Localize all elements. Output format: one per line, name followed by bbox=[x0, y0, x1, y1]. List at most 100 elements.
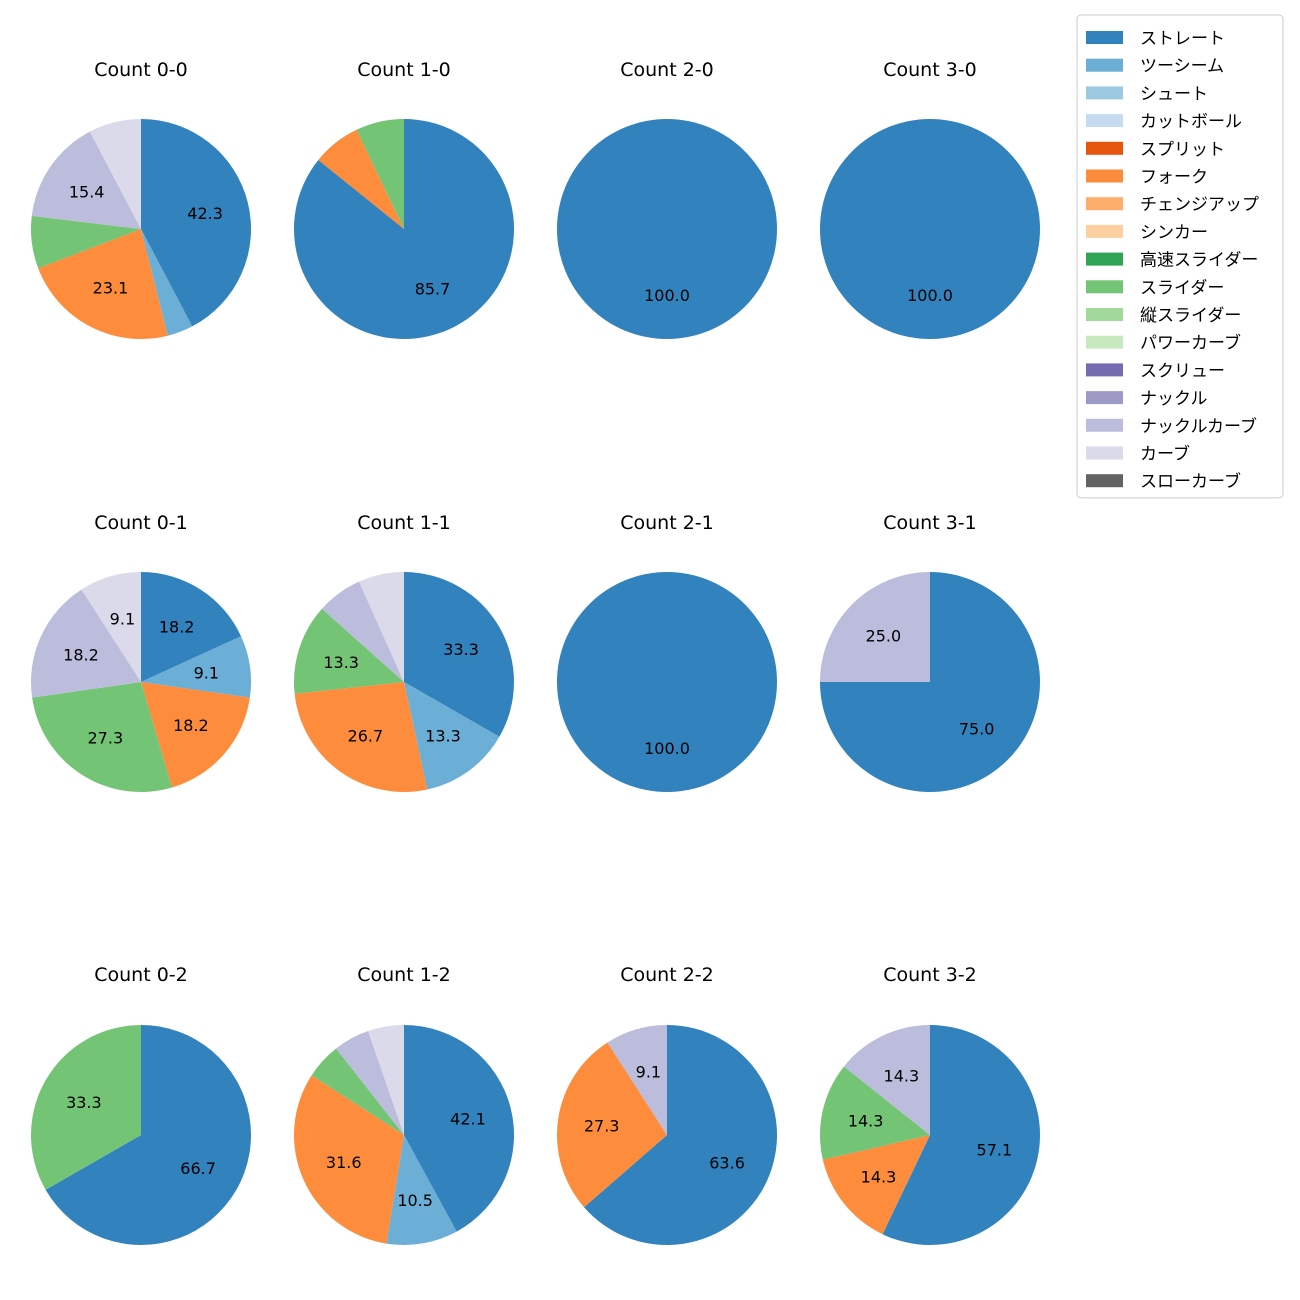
pie-title: Count 0-2 bbox=[94, 964, 188, 986]
legend-swatch bbox=[1086, 197, 1123, 211]
pie-slice-label: 57.1 bbox=[977, 1141, 1013, 1160]
pie-panel: Count 1-2 42.1 10.5 31.6 bbox=[294, 964, 515, 1245]
pie-slice bbox=[141, 636, 251, 698]
legend-frame bbox=[1076, 14, 1284, 499]
pie-slice bbox=[141, 229, 193, 336]
pie-slice bbox=[294, 682, 428, 792]
pie-slice-label: 25.0 bbox=[866, 626, 902, 645]
pie-slice bbox=[141, 119, 252, 327]
pie-panel: Count 0-0 42.3 23.1 15.4 bbox=[30, 59, 252, 339]
pie-slice-label: 13.3 bbox=[425, 726, 461, 745]
pie-slice-label: 18.2 bbox=[63, 646, 99, 665]
pie-slice-label: 33.3 bbox=[66, 1093, 102, 1112]
legend-swatch bbox=[1086, 446, 1123, 460]
pie-slice bbox=[141, 682, 250, 788]
legend-swatch bbox=[1086, 224, 1123, 238]
pie-panel: Count 1-1 33.3 13.3 26.7 13.3 bbox=[294, 512, 515, 792]
pie-slice bbox=[557, 1042, 667, 1208]
pie-slice bbox=[368, 1025, 404, 1135]
pie-title: Count 3-0 bbox=[883, 59, 977, 81]
pie-slice-label: 42.1 bbox=[450, 1110, 486, 1129]
legend-swatch bbox=[1086, 169, 1123, 183]
legend-swatch bbox=[1086, 308, 1123, 321]
pie-slice bbox=[321, 581, 404, 682]
pie-title: Count 2-0 bbox=[620, 59, 714, 81]
pie-slice-label: 10.5 bbox=[397, 1191, 433, 1210]
pie-slice bbox=[820, 572, 930, 682]
legend-label: フォーク bbox=[1140, 168, 1208, 188]
pie-slice bbox=[404, 572, 515, 737]
pie-title: Count 0-0 bbox=[94, 59, 188, 81]
pie-slice-label: 27.3 bbox=[88, 729, 124, 748]
legend-label: パワーカーブ bbox=[1140, 333, 1241, 354]
pie-slice bbox=[584, 1025, 778, 1245]
pie-title: Count 2-1 bbox=[620, 512, 714, 534]
pie-panel: Count 1-0 85.7 bbox=[294, 59, 515, 339]
pie-slice-label: 18.2 bbox=[159, 617, 195, 636]
pie-slice bbox=[557, 572, 777, 792]
pie-slice bbox=[820, 119, 1040, 339]
legend-label: スプリット bbox=[1140, 140, 1225, 160]
pie-slice bbox=[404, 1025, 515, 1232]
pie-panel: Count 0-2 66.7 33.3 bbox=[30, 964, 251, 1245]
pie-slice bbox=[32, 682, 172, 792]
pie-slice-label: 33.3 bbox=[443, 640, 479, 659]
pie-slice-label: 100.0 bbox=[644, 739, 690, 758]
pie-slice bbox=[30, 1025, 142, 1190]
pie-slice bbox=[359, 572, 404, 682]
pie-slice-label: 42.3 bbox=[187, 204, 223, 223]
legend-label: シンカー bbox=[1140, 223, 1208, 243]
legend-label: ナックルカーブ bbox=[1140, 416, 1257, 437]
legend-label: ストレート bbox=[1140, 29, 1225, 49]
pie-slice-label: 14.3 bbox=[861, 1167, 897, 1186]
legend-label: シュート bbox=[1140, 84, 1208, 104]
pie-slice-label: 9.1 bbox=[194, 664, 219, 683]
pie-slice-label: 85.7 bbox=[415, 280, 451, 299]
pie-slice-label: 66.7 bbox=[180, 1159, 216, 1178]
legend-label: 縦スライダー bbox=[1140, 306, 1241, 326]
pie-slice bbox=[81, 572, 141, 682]
legend-swatch bbox=[1086, 335, 1123, 349]
legend-label: ナックル bbox=[1140, 389, 1208, 409]
pie-slice-label: 27.3 bbox=[584, 1117, 620, 1136]
pie-slice bbox=[336, 1031, 404, 1135]
pie-slice bbox=[30, 215, 141, 269]
pie-slice bbox=[294, 119, 515, 339]
pie-slice bbox=[294, 1075, 404, 1244]
pie-slice bbox=[386, 1135, 457, 1245]
pie-panel: Count 2-1 100.0 bbox=[557, 512, 777, 792]
pie-slice bbox=[819, 1066, 930, 1160]
pie-title: Count 1-0 bbox=[357, 59, 451, 81]
pie-title: Count 3-2 bbox=[883, 964, 977, 986]
pie-panel: Count 2-2 63.6 27.3 9.1 bbox=[557, 964, 778, 1245]
pie-slice-label: 100.0 bbox=[644, 286, 690, 305]
legend-swatch bbox=[1086, 141, 1123, 155]
pie-title: Count 2-2 bbox=[620, 964, 714, 986]
pie-panel: Count 3-0 100.0 bbox=[820, 59, 1040, 339]
pie-title: Count 1-1 bbox=[357, 512, 451, 534]
pie-slice-label: 31.6 bbox=[326, 1153, 362, 1172]
legend-swatch bbox=[1086, 86, 1123, 100]
pie-slice bbox=[31, 589, 142, 698]
pie-slice-label: 13.3 bbox=[323, 653, 359, 672]
pie-slice bbox=[843, 1025, 930, 1135]
pie-slice bbox=[31, 131, 142, 229]
legend-label: スクリュー bbox=[1140, 361, 1225, 381]
pie-panel: Count 3-2 57.1 14.3 14.3 14.3 bbox=[819, 964, 1041, 1245]
pie-slice-label: 100.0 bbox=[907, 286, 953, 305]
legend-swatch bbox=[1086, 474, 1123, 488]
pie-slice bbox=[311, 1048, 404, 1135]
pie-slice-label: 75.0 bbox=[959, 720, 995, 739]
legend-label: ツーシーム bbox=[1140, 57, 1224, 77]
pie-slice-label: 9.1 bbox=[636, 1063, 661, 1082]
pie-panel: Count 0-1 18.2 9.1 18.2 27.3 18.2 9.1 bbox=[31, 512, 251, 792]
pie-panel: Count 3-1 75.0 25.0 bbox=[820, 512, 1040, 792]
pie-slice bbox=[356, 119, 404, 229]
pie-slice bbox=[822, 1135, 930, 1235]
pie-slice bbox=[318, 129, 404, 229]
pie-slice-label: 15.4 bbox=[69, 183, 105, 202]
pie-slice-label: 14.3 bbox=[884, 1067, 920, 1086]
pie-title: Count 0-1 bbox=[94, 512, 188, 534]
pie-panel: Count 2-0 100.0 bbox=[557, 59, 777, 339]
pie-slice bbox=[882, 1025, 1041, 1245]
